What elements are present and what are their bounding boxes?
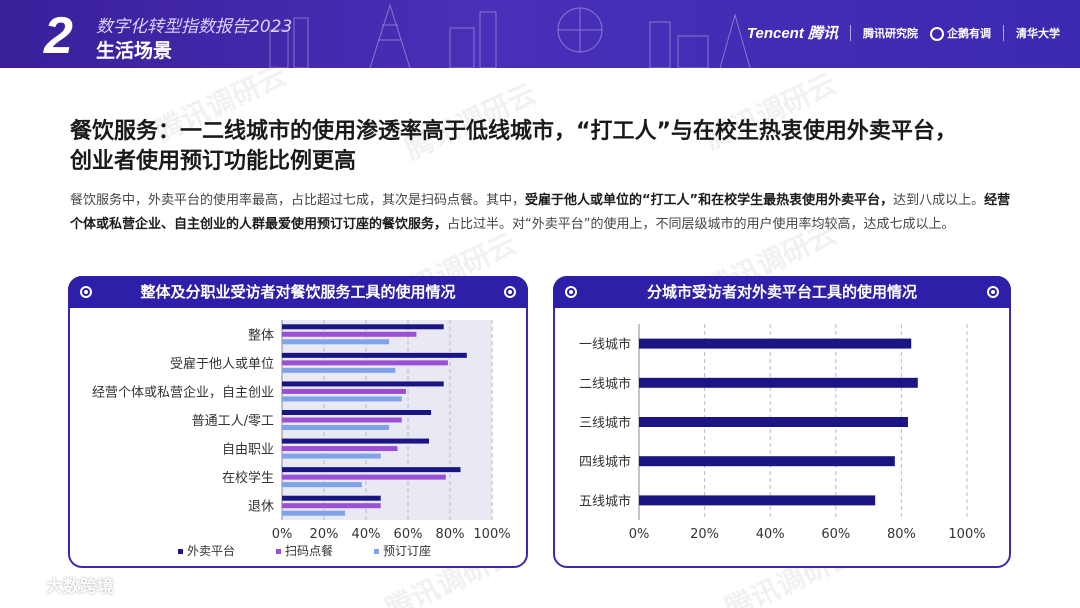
category-label: 二线城市 — [579, 376, 631, 392]
city-chart-header: 分城市受访者对外卖平台工具的使用情况 — [553, 276, 1011, 308]
bar — [282, 324, 444, 330]
legend-label: 外卖平台 — [187, 543, 235, 558]
report-title: 数字化转型指数报告2023 — [96, 17, 293, 37]
bar — [282, 467, 461, 473]
category-label: 退休 — [248, 500, 274, 515]
target-icon — [504, 286, 516, 298]
summary-text: 餐饮服务中，外卖平台的使用率最高，占比超过七成，其次是扫码点餐。其中， — [70, 193, 526, 208]
logo-divider — [1003, 24, 1004, 41]
legend-swatch — [178, 549, 183, 554]
x-tick-label: 20% — [310, 527, 339, 542]
category-label: 五线城市 — [579, 493, 631, 509]
bar — [282, 495, 381, 501]
x-tick-label: 80% — [436, 527, 465, 542]
summary-text: 达到八成以上。 — [893, 193, 985, 208]
bar — [282, 453, 381, 459]
survey-logo-icon — [930, 26, 944, 41]
bar — [282, 410, 432, 415]
occupation-chart-panel: 整体及分职业受访者对餐饮服务工具的使用情况 0% 20% 40% 60% 80% 100%… — [68, 276, 528, 568]
x-tick-label: 100% — [473, 527, 510, 542]
bar — [282, 417, 402, 423]
brand-watermark: 大数跨境 — [14, 572, 114, 597]
category-label: 自由职业 — [222, 443, 274, 458]
bar — [282, 446, 398, 452]
summary-paragraph: 餐饮服务中，外卖平台的使用率最高，占比超过七成，其次是扫码点餐。其中，受雇于他人… — [70, 189, 1020, 237]
category-label: 四线城市 — [579, 454, 631, 470]
category-label: 三线城市 — [579, 415, 631, 431]
skyline-decoration — [269, 3, 751, 68]
category-label: 一线城市 — [579, 337, 631, 353]
bar — [639, 495, 876, 506]
category-label: 整体 — [248, 328, 274, 343]
category-label: 经营个体或私营企业，自主创业 — [92, 384, 274, 400]
chart-title: 整体及分职业受访者对餐饮服务工具的使用情况 — [140, 283, 456, 301]
summary-text: 占比过半。对“外卖平台”的使用上，不同层级城市的用户使用率均较高，达成七成以上。 — [447, 217, 955, 232]
category-label: 在校学生 — [222, 470, 274, 486]
bar — [282, 396, 402, 402]
bar — [639, 456, 895, 467]
bar — [639, 377, 918, 388]
category-label: 普通工人/零工 — [192, 414, 274, 429]
headline-line-2: 创业者使用预订功能比例更高 — [70, 149, 357, 174]
x-tick-label: 80% — [887, 527, 916, 542]
legend-swatch — [374, 549, 379, 554]
chapter-number: 2 — [44, 7, 73, 65]
category-label: 受雇于他人或单位 — [170, 356, 274, 372]
summary-highlight: 经营个体或私营企业、自主创业的人群最爱使用预订订座的餐饮服务， — [70, 193, 1011, 232]
bar — [282, 425, 390, 430]
x-tick-label: 100% — [948, 527, 985, 542]
tencent-research-logo: 腾讯研究院 — [863, 26, 918, 40]
summary-highlight: 受雇于他人或单位的“打工人”和在校学生最热衷使用外卖平台， — [525, 193, 894, 208]
legend-label: 扫码点餐 — [285, 543, 333, 558]
page-headline: 餐饮服务：一二线城市的使用渗透率高于低线城市，“打工人”与在校生热衷使用外卖平台… — [70, 117, 1030, 177]
penguin-survey-logo: 企鹅有调 — [930, 25, 991, 41]
bar — [282, 339, 390, 345]
legend-swatch — [276, 549, 281, 554]
bar — [282, 367, 396, 373]
brand-icon — [14, 573, 40, 596]
occupation-chart-header: 整体及分职业受访者对餐饮服务工具的使用情况 — [68, 276, 528, 308]
target-icon — [987, 286, 999, 298]
brand-label: 大数跨境 — [46, 577, 114, 597]
x-tick-label: 40% — [352, 527, 381, 542]
x-tick-label: 0% — [272, 527, 293, 542]
bar — [639, 338, 912, 349]
occupation-bar-chart: 0% 20% 40% 60% 80% 100% 整体受雇于他人或单位经营个体或私营企业，自主… — [92, 320, 511, 558]
partner-logos: Tencent 腾讯 腾讯研究院 企鹅有调 清华大学 — [747, 22, 1060, 43]
legend-label: 预订订座 — [383, 543, 431, 558]
city-chart-panel: 分城市受访者对外卖平台工具的使用情况 0% 20% 40% 60% 80% 100% 一线城… — [553, 276, 1011, 568]
headline-line-1: 餐饮服务：一二线城市的使用渗透率高于低线城市，“打工人”与在校生热衷使用外卖平台… — [70, 119, 957, 144]
chart-title: 分城市受访者对外卖平台工具的使用情况 — [646, 283, 917, 301]
tencent-logo: Tencent 腾讯 — [746, 25, 838, 42]
bar — [639, 417, 908, 427]
bar — [282, 381, 444, 387]
bar — [282, 503, 381, 509]
bar — [282, 474, 446, 480]
x-tick-label: 20% — [690, 527, 719, 542]
tsinghua-logo: 清华大学 — [1016, 26, 1060, 40]
bar — [282, 482, 362, 488]
report-header: 2 数字化转型指数报告2023 生活场景 Tencent 腾讯 腾讯研究院 企鹅… — [0, 0, 1080, 68]
logo-divider — [850, 24, 851, 41]
section-title: 生活场景 — [96, 40, 173, 62]
bar — [282, 352, 467, 358]
target-icon — [80, 286, 92, 298]
x-tick-label: 0% — [629, 527, 650, 542]
x-tick-label: 40% — [756, 527, 785, 542]
target-icon — [565, 286, 577, 298]
x-tick-label: 60% — [821, 527, 850, 542]
x-tick-label: 60% — [394, 527, 423, 542]
bar — [282, 388, 406, 394]
bar — [282, 510, 345, 516]
bar — [282, 438, 429, 444]
bar — [282, 360, 448, 366]
bar — [282, 331, 417, 337]
